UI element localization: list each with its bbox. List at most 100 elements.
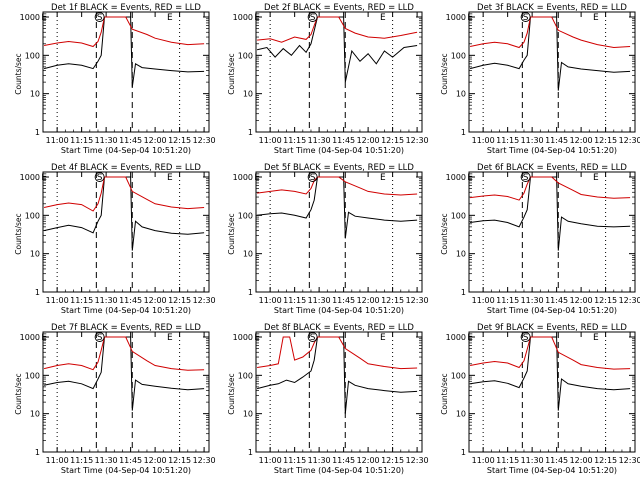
marker-label: E: [167, 173, 173, 183]
panel-title: Det 3f BLACK = Events, RED = LLD: [477, 3, 627, 13]
marker-circle: [307, 12, 318, 22]
marker-label: S: [523, 173, 529, 183]
y-tick-label: 1000: [20, 173, 40, 182]
marker-label: E: [41, 13, 47, 23]
series-events-line: [257, 176, 418, 239]
marker-label: S: [310, 333, 316, 343]
x-tick-label: 11:15: [70, 296, 93, 305]
x-tick-label: 12:00: [570, 296, 593, 305]
x-axis-label: Start Time (04-Sep-04 10:51:20): [274, 306, 404, 315]
y-tick-label: 1000: [446, 13, 466, 22]
x-tick-label: 11:00: [46, 456, 69, 465]
y-axis-label: Counts/sec: [227, 213, 236, 254]
marker-label: S: [97, 333, 103, 343]
y-tick-label: 1000: [233, 333, 253, 342]
y-tick-label: 100: [25, 51, 40, 60]
y-tick-label: 1: [248, 448, 253, 457]
x-tick-label: 12:15: [381, 136, 404, 145]
y-tick-label: 10: [30, 90, 40, 99]
plot-frame: [468, 331, 636, 453]
plot-frame: [255, 11, 423, 133]
x-tick-label: 11:15: [283, 296, 306, 305]
y-tick-label: 1000: [20, 13, 40, 22]
marker-circle: [307, 332, 318, 342]
x-tick-label: 12:15: [381, 296, 404, 305]
plot-frame: [468, 11, 636, 133]
y-tick-label: 100: [238, 371, 253, 380]
panel-det-3: Det 3f BLACK = Events, RED = LLD 1 10 100 10…: [440, 3, 640, 155]
marker-circle: [94, 12, 105, 22]
panel-det-6: Det 6f BLACK = Events, RED = LLD 1 10 100 10…: [440, 163, 640, 315]
x-tick-label: 11:00: [472, 296, 495, 305]
x-tick-label: 11:45: [332, 296, 355, 305]
x-tick-label: 12:00: [570, 456, 593, 465]
x-tick-label: 11:45: [545, 296, 568, 305]
marker-label: E: [467, 13, 473, 23]
x-axis-label: Start Time (04-Sep-04 10:51:20): [487, 466, 617, 475]
y-tick-label: 1: [35, 448, 40, 457]
x-tick-label: 12:30: [406, 456, 429, 465]
marker-circle: [307, 172, 318, 182]
panel-title: Det 8f BLACK = Events, RED = LLD: [264, 323, 414, 333]
marker-label: E: [167, 333, 173, 343]
x-tick-label: 12:30: [193, 456, 216, 465]
y-tick-label: 10: [243, 250, 253, 259]
x-tick-label: 12:30: [406, 136, 429, 145]
x-axis-label: Start Time (04-Sep-04 10:51:20): [61, 146, 191, 155]
plot-frame: [42, 171, 210, 293]
panel-det-4: Det 4f BLACK = Events, RED = LLD 1 10 100 10…: [14, 163, 216, 315]
x-tick-label: 12:30: [619, 296, 640, 305]
x-tick-label: 12:15: [594, 456, 617, 465]
x-tick-label: 11:30: [308, 456, 331, 465]
panel-det-2: Det 2f BLACK = Events, RED = LLD 1 10 100 10…: [227, 3, 429, 155]
y-axis-label: Counts/sec: [440, 373, 449, 414]
x-tick-label: 12:00: [357, 136, 380, 145]
x-tick-label: 12:30: [619, 456, 640, 465]
x-tick-label: 11:00: [259, 456, 282, 465]
y-tick-label: 1000: [233, 13, 253, 22]
x-tick-label: 12:00: [144, 136, 167, 145]
marker-label: E: [380, 173, 386, 183]
marker-label: S: [523, 333, 529, 343]
y-tick-label: 1000: [446, 333, 466, 342]
marker-label: E: [41, 333, 47, 343]
marker-label: S: [97, 13, 103, 23]
panel-title: Det 5f BLACK = Events, RED = LLD: [264, 163, 414, 173]
y-tick-label: 10: [30, 250, 40, 259]
marker-circle: [94, 332, 105, 342]
x-tick-label: 12:00: [570, 136, 593, 145]
marker-label: S: [310, 173, 316, 183]
y-tick-label: 1: [248, 288, 253, 297]
y-tick-label: 1: [461, 128, 466, 137]
plot-frame: [255, 171, 423, 293]
x-tick-label: 12:30: [193, 136, 216, 145]
marker-label: E: [254, 333, 260, 343]
plot-frame: [255, 331, 423, 453]
x-tick-label: 12:15: [381, 456, 404, 465]
x-tick-label: 11:45: [119, 456, 142, 465]
y-tick-label: 10: [30, 410, 40, 419]
series-lld-line: [43, 176, 205, 212]
marker-circle: [520, 172, 531, 182]
x-tick-label: 11:45: [119, 296, 142, 305]
y-tick-label: 1: [248, 128, 253, 137]
plot-frame: [468, 171, 636, 293]
x-tick-label: 11:45: [545, 456, 568, 465]
plot-frame: [42, 11, 210, 133]
y-tick-label: 10: [243, 90, 253, 99]
x-axis-label: Start Time (04-Sep-04 10:51:20): [274, 466, 404, 475]
y-axis-label: Counts/sec: [227, 373, 236, 414]
panel-det-9: Det 9f BLACK = Events, RED = LLD 1 10 100 10…: [440, 323, 640, 475]
x-tick-label: 11:45: [119, 136, 142, 145]
x-tick-label: 11:00: [46, 296, 69, 305]
marker-label: S: [523, 13, 529, 23]
x-tick-label: 11:00: [472, 456, 495, 465]
y-tick-label: 1: [461, 448, 466, 457]
x-tick-label: 12:30: [406, 296, 429, 305]
y-tick-label: 100: [451, 371, 466, 380]
x-tick-label: 12:30: [619, 136, 640, 145]
x-axis-label: Start Time (04-Sep-04 10:51:20): [61, 306, 191, 315]
panel-title: Det 2f BLACK = Events, RED = LLD: [264, 3, 414, 13]
x-tick-label: 11:30: [95, 296, 118, 305]
